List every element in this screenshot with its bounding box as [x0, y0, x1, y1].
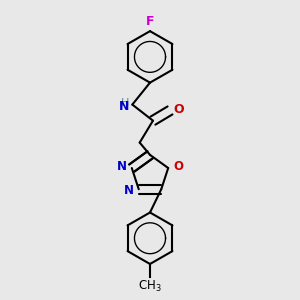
Text: N: N — [124, 184, 134, 197]
Text: CH$_3$: CH$_3$ — [138, 279, 162, 294]
Text: O: O — [173, 160, 184, 173]
Text: F: F — [146, 15, 154, 28]
Text: O: O — [174, 103, 184, 116]
Text: H: H — [121, 98, 129, 108]
Text: N: N — [119, 100, 129, 112]
Text: N: N — [116, 160, 127, 173]
